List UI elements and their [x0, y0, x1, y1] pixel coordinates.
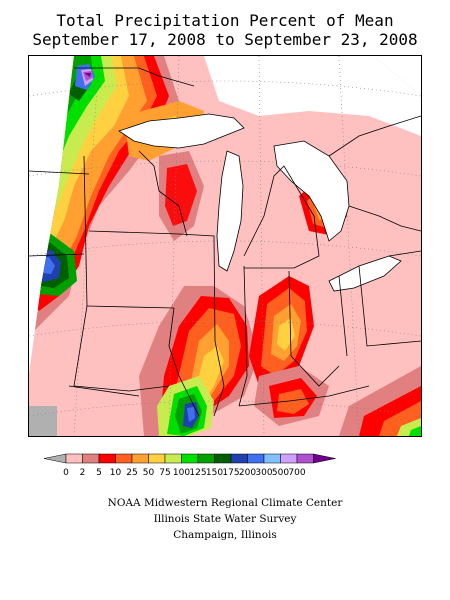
legend-swatch — [181, 453, 199, 464]
legend-arrow-low — [43, 453, 67, 464]
legend-swatch — [115, 453, 133, 464]
legend-arrow-high — [313, 453, 336, 464]
map-title-line-1: Total Precipitation Percent of Mean — [56, 11, 394, 30]
map-canvas — [28, 55, 422, 437]
legend-tick-label: 25 — [126, 468, 137, 478]
legend-canvas: 0 2 5 10 25 50 75 100 125 150 175 200 300 500 700 — [43, 453, 336, 478]
legend-tick-label: 100 — [173, 468, 190, 478]
legend-swatch — [214, 453, 232, 464]
legend-swatch — [197, 453, 215, 464]
legend-tick-label: 200 — [239, 468, 256, 478]
legend-tick-label: 10 — [110, 468, 122, 478]
legend-swatch — [263, 453, 281, 464]
legend-swatch — [65, 453, 83, 464]
precipitation-map — [28, 55, 422, 437]
credit-line-1: NOAA Midwestern Regional Climate Center — [107, 497, 343, 509]
legend-tick-label: 5 — [96, 468, 102, 478]
state-boundaries — [28, 67, 422, 417]
legend-swatch — [296, 453, 314, 464]
legend-bar — [43, 453, 336, 464]
legend-swatch — [82, 453, 100, 464]
legend-tick-label: 175 — [222, 468, 239, 478]
legend-swatch — [247, 453, 265, 464]
legend-swatch — [164, 453, 182, 464]
legend-swatch — [131, 453, 149, 464]
legend-swatch — [230, 453, 248, 464]
legend-tick-label: 75 — [159, 468, 170, 478]
legend-tick-label: 300 — [255, 468, 272, 478]
legend-tick-label: 700 — [288, 468, 305, 478]
legend-labels: 0 2 5 10 25 50 75 100 125 150 175 200 300 500 700 — [63, 468, 306, 478]
legend-tick-label: 500 — [272, 468, 289, 478]
legend-tick-label: 150 — [206, 468, 223, 478]
credit-line-2: Illinois State Water Survey — [153, 513, 297, 525]
legend-tick-label: 0 — [63, 468, 69, 478]
credit-line-3: Champaign, Illinois — [173, 529, 277, 541]
map-title-line-2: September 17, 2008 to September 23, 2008 — [32, 30, 418, 49]
color-scale-legend: 0 2 5 10 25 50 75 100 125 150 175 200 300 500 700 — [0, 450, 450, 480]
legend-swatch — [148, 453, 166, 464]
legend-tick-label: 125 — [189, 468, 206, 478]
legend-tick-label: 50 — [143, 468, 155, 478]
legend-tick-label: 2 — [80, 468, 86, 478]
legend-swatch — [280, 453, 298, 464]
legend-swatch — [98, 453, 116, 464]
